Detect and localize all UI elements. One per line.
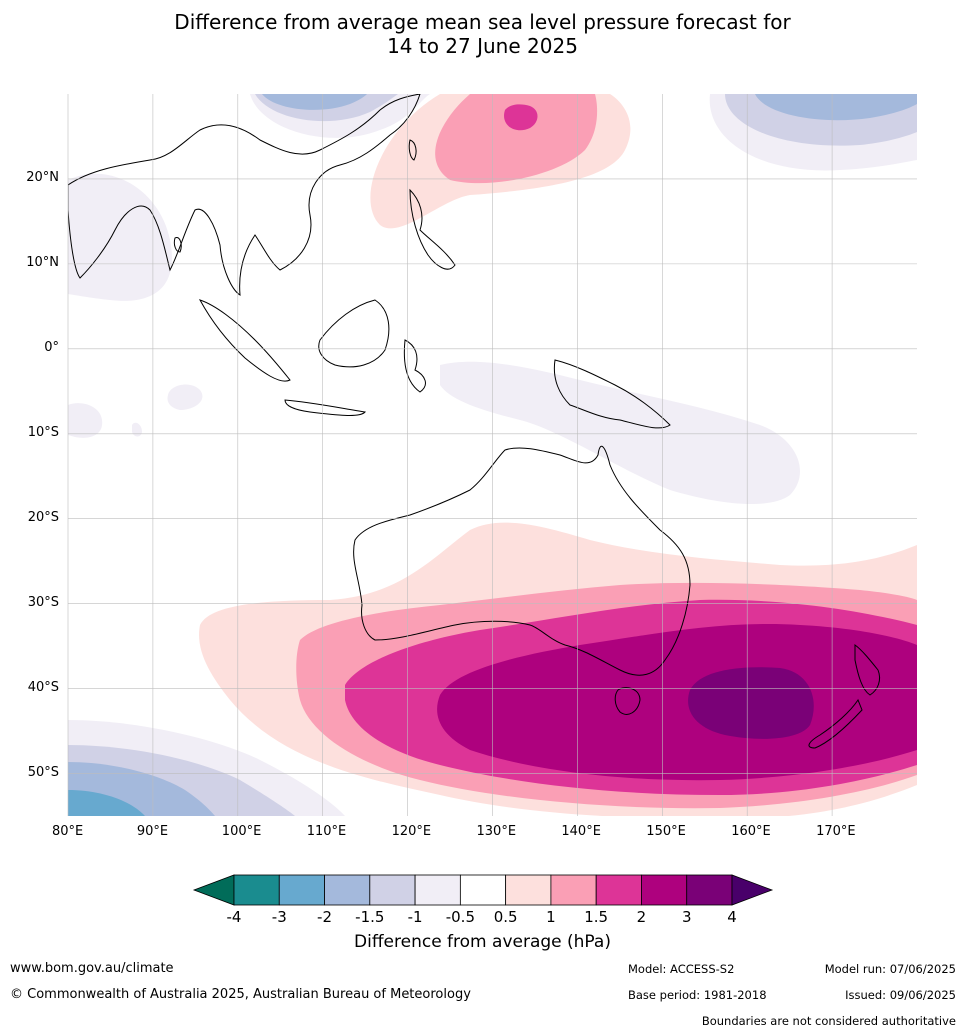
lon-tick-label: 160°E xyxy=(731,824,771,839)
lon-tick-label: 80°E xyxy=(52,824,84,839)
anomaly-pos-south-4 xyxy=(688,667,814,739)
coast-australia xyxy=(353,445,691,676)
colorbar-swatch xyxy=(595,874,642,906)
title-line-2: 14 to 27 June 2025 xyxy=(387,34,578,58)
colorbar-tick-label: -4 xyxy=(227,908,242,926)
anomaly-pos-south-3 xyxy=(437,624,917,781)
colorbar-tick-label: -0.5 xyxy=(446,908,475,926)
anomaly-neg-top-right-core xyxy=(755,94,917,121)
coast-new-zealand-south xyxy=(808,698,863,749)
colorbar-swatch xyxy=(278,874,325,906)
footer-model: Model: ACCESS-S2 xyxy=(628,962,735,976)
lat-tick-label: 0° xyxy=(44,339,59,355)
colorbar-tick-label: 1.5 xyxy=(584,908,608,926)
lon-tick-label: 120°E xyxy=(391,824,432,839)
lon-tick-label: 140°E xyxy=(561,824,601,839)
lon-tick-label: 90°E xyxy=(136,824,169,839)
lat-tick-label: 50°S xyxy=(27,764,59,780)
colorbar-label: Difference from average (hPa) xyxy=(354,932,611,952)
lon-tick-label: 110°E xyxy=(306,824,347,839)
colorbar-swatch xyxy=(459,874,507,906)
colorbar-swatch xyxy=(641,874,688,906)
lon-tick-label: 170°E xyxy=(816,824,856,839)
lon-tick-label: 100°E xyxy=(221,824,262,839)
footer-issued: Issued: 09/06/2025 xyxy=(845,988,956,1002)
colorbar-tick-label: 1 xyxy=(546,908,556,926)
map-title: Difference from average mean sea level p… xyxy=(0,10,965,58)
colorbar-tick-label: 2 xyxy=(637,908,647,926)
coast-sri-lanka xyxy=(173,236,182,253)
lat-tick-label: 20°N xyxy=(26,169,59,185)
colorbar-swatch xyxy=(233,874,280,906)
anomaly-pos-north-core xyxy=(504,104,538,131)
footer-base-period: Base period: 1981-2018 xyxy=(628,988,767,1002)
anomaly-neg-west xyxy=(68,173,172,301)
footer-model-run: Model run: 07/06/2025 xyxy=(824,962,956,976)
lat-tick-label: 20°S xyxy=(27,509,59,525)
colorbar-over-arrow xyxy=(731,874,774,906)
colorbar-tick-label: 0.5 xyxy=(494,908,518,926)
footer-website: www.bom.gov.au/climate xyxy=(10,961,174,976)
anomaly-neg-small-3 xyxy=(132,422,142,437)
gridlines xyxy=(67,94,917,816)
lat-tick-label: 30°S xyxy=(27,594,59,610)
colorbar-tick-label: -3 xyxy=(272,908,287,926)
coast-borneo xyxy=(318,299,390,368)
lon-tick-label: 150°E xyxy=(646,824,686,839)
anomaly-neg-central xyxy=(440,361,800,505)
colorbar-swatch xyxy=(550,874,597,906)
pressure-anomaly-layer xyxy=(68,94,917,816)
lat-tick-label: 40°S xyxy=(27,679,59,695)
lon-tick-label: 130°E xyxy=(476,824,517,839)
colorbar-tick-label: 4 xyxy=(727,908,737,926)
anomaly-pos-north-inner xyxy=(435,94,598,184)
colorbar-swatch xyxy=(686,874,733,906)
footer-copyright: © Commonwealth of Australia 2025, Austra… xyxy=(10,987,471,1002)
coast-new-guinea xyxy=(553,359,671,429)
colorbar-tick-label: -1.5 xyxy=(355,908,384,926)
anomaly-neg-bottom-left-3 xyxy=(68,790,145,816)
colorbar-swatch xyxy=(505,874,552,906)
coast-philippines xyxy=(409,188,456,270)
coast-java xyxy=(284,399,366,416)
coastlines xyxy=(68,94,881,749)
coast-sumatra xyxy=(198,299,291,382)
colorbar-swatch xyxy=(369,874,416,906)
colorbar: -4 -3 -2 -1.5 -1 -0.5 0.5 1 1.5 2 3 4 xyxy=(192,874,774,926)
colorbar-tick-label: -1 xyxy=(408,908,423,926)
footer-disclaimer: Boundaries are not considered authoritat… xyxy=(701,1014,956,1028)
lat-tick-label: 10°S xyxy=(27,424,59,440)
lat-tick-label: 10°N xyxy=(26,254,59,270)
anomaly-neg-top-left-core xyxy=(262,94,367,110)
colorbar-tick-label: 3 xyxy=(682,908,692,926)
colorbar-swatch xyxy=(414,874,461,906)
colorbar-swatch xyxy=(324,874,371,906)
colorbar-tick-label: -2 xyxy=(317,908,332,926)
coast-new-zealand-north xyxy=(854,644,881,696)
coast-asia-mainland xyxy=(68,94,421,296)
anomaly-neg-small-2 xyxy=(68,403,103,438)
colorbar-under-arrow xyxy=(192,874,235,906)
anomaly-neg-small-1 xyxy=(167,384,203,410)
title-line-1: Difference from average mean sea level p… xyxy=(174,10,791,34)
coast-taiwan xyxy=(408,139,417,161)
